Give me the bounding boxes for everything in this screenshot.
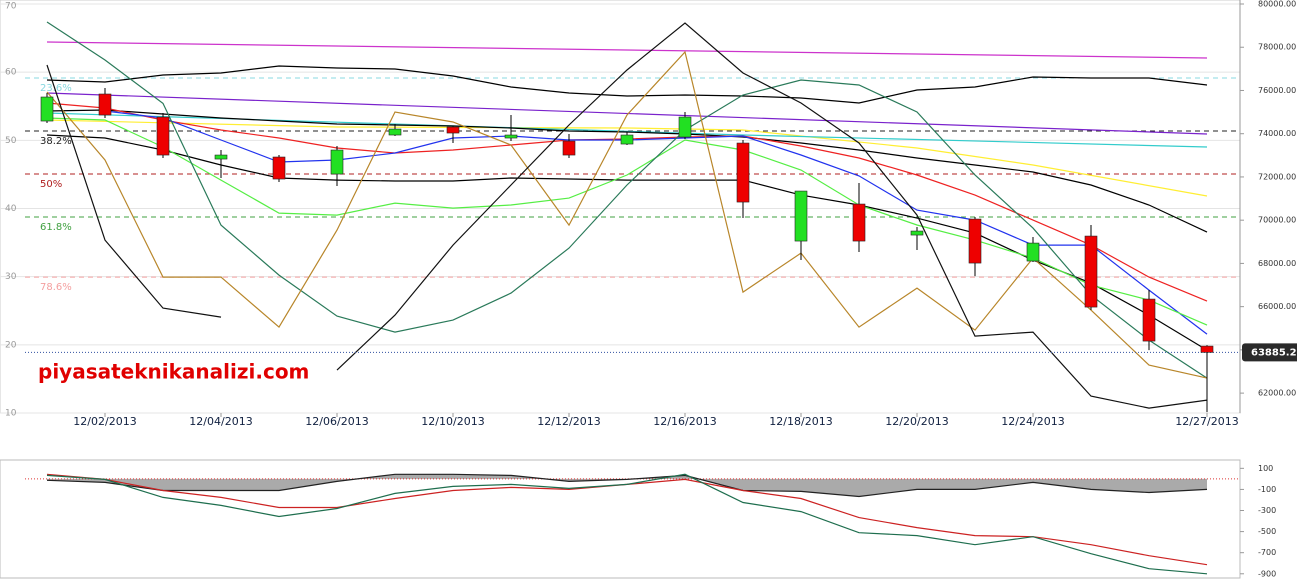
x-tick-label: 12/12/2013 (537, 415, 600, 428)
x-tick-label: 12/24/2013 (1001, 415, 1064, 428)
x-tick-label: 12/06/2013 (305, 415, 368, 428)
indicator-line (46, 117, 1208, 326)
indicator-line (46, 473, 1208, 575)
x-tick-label: 12/27/2013 (1175, 415, 1238, 428)
candle-body (330, 149, 344, 175)
indicator-line (46, 21, 1208, 379)
candle-body (1084, 235, 1098, 308)
candle-body (910, 230, 924, 236)
indicator-line (46, 65, 1208, 104)
y-tick-label: -100 (1258, 485, 1276, 494)
fib-label: 38.2% (40, 136, 72, 147)
histogram-area (47, 474, 1207, 497)
y-tick-label: -500 (1258, 527, 1276, 536)
candle-body (272, 156, 286, 180)
candle-body (388, 128, 402, 136)
x-tick-label: 12/16/2013 (653, 415, 716, 428)
y2-tick-label: 30 (5, 272, 17, 282)
y-tick-label: -300 (1258, 506, 1276, 515)
candle-body (504, 134, 518, 139)
indicator-line (46, 119, 1208, 197)
indicator-panel (0, 459, 1241, 579)
fib-label: 50% (40, 179, 62, 190)
candle-body (968, 218, 982, 264)
x-tick-label: 12/10/2013 (421, 415, 484, 428)
fib-label: 61.8% (40, 222, 72, 233)
fib-label: 78.6% (40, 282, 72, 293)
last-price-label: 63885.2 (1251, 347, 1297, 358)
y-tick-label: 80000.00 (1258, 0, 1296, 9)
last-price-box (1242, 343, 1297, 362)
candle-body (736, 142, 750, 203)
y-tick-label: 62000.00 (1258, 389, 1296, 398)
indicator-line (104, 110, 1208, 335)
y-tick-label: 66000.00 (1258, 302, 1296, 311)
y-tick-label: 76000.00 (1258, 86, 1296, 95)
y-tick-label: 100 (1258, 464, 1273, 473)
candle-body (40, 96, 54, 122)
main-panel (0, 0, 1241, 414)
candle-body (562, 140, 576, 156)
candle-body (1026, 242, 1040, 262)
x-tick-label: 12/04/2013 (189, 415, 252, 428)
candle-body (214, 154, 228, 160)
y-tick-label: 70000.00 (1258, 216, 1296, 225)
indicator-line (46, 92, 1208, 135)
y-tick-label: -900 (1258, 569, 1276, 578)
candle-body (852, 203, 866, 242)
fib-label: 23.6% (40, 83, 72, 94)
y2-tick-label: 50 (5, 136, 17, 146)
x-tick-label: 12/02/2013 (73, 415, 136, 428)
candle-body (620, 134, 634, 145)
y-tick-label: 78000.00 (1258, 43, 1296, 52)
y2-tick-label: 70 (5, 2, 17, 12)
y-tick-label: 72000.00 (1258, 172, 1296, 181)
y2-tick-label: 10 (5, 409, 17, 419)
indicator-line (46, 109, 1208, 233)
candle-body (1200, 345, 1214, 353)
y2-tick-label: 40 (5, 204, 17, 214)
x-tick-label: 12/18/2013 (769, 415, 832, 428)
y-tick-label: 74000.00 (1258, 129, 1296, 138)
y2-tick-label: 60 (5, 68, 17, 78)
candle-body (156, 116, 170, 156)
indicator-line (46, 41, 1208, 59)
candle-body (678, 116, 692, 138)
candle-body (98, 93, 112, 116)
x-tick-label: 12/20/2013 (885, 415, 948, 428)
indicator-line (46, 50, 1208, 379)
indicator-line (46, 473, 1208, 498)
candle-body (794, 190, 808, 242)
candle-body (446, 126, 460, 134)
y-tick-label: 68000.00 (1258, 259, 1296, 268)
watermark: piyasateknikanalizi.com (38, 360, 309, 384)
indicator-line (46, 22, 1208, 409)
y-tick-label: -700 (1258, 548, 1276, 557)
indicator-line (46, 112, 1208, 148)
candle-body (1142, 298, 1156, 342)
indicator-line (46, 134, 1208, 351)
y2-tick-label: 20 (5, 340, 17, 350)
